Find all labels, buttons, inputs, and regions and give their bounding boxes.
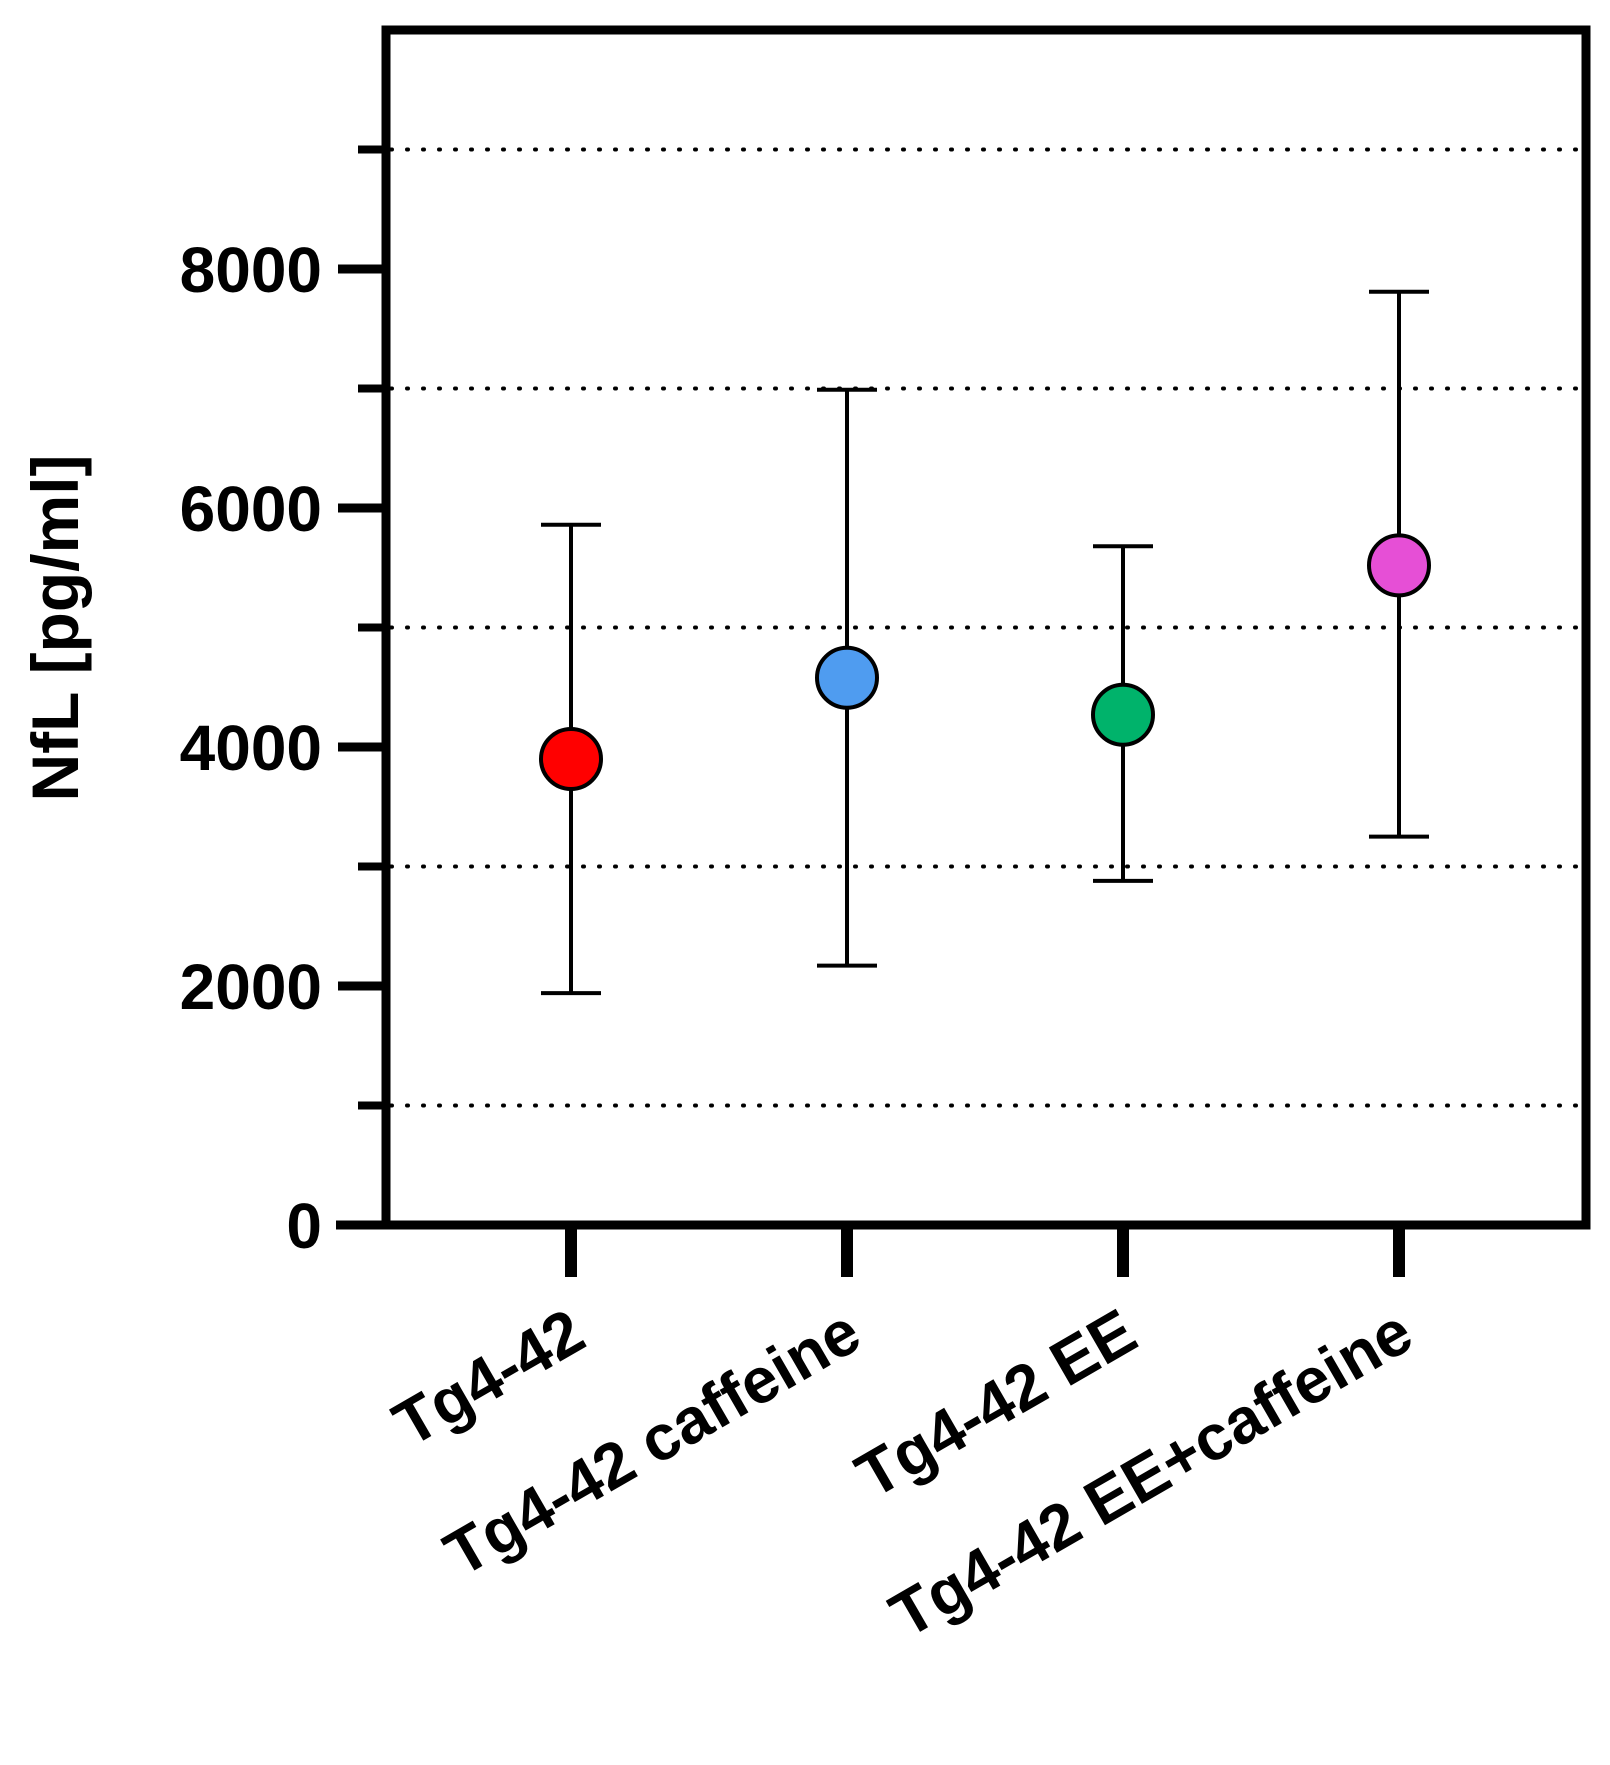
y-tick-label: 2000 <box>180 951 322 1023</box>
y-tick-label: 6000 <box>180 473 322 545</box>
plot-frame <box>381 25 1591 1230</box>
y-tick-label: 4000 <box>180 712 322 784</box>
y-tick-label: 8000 <box>180 234 322 306</box>
x-tick-label: Tg4-42 <box>381 1295 596 1460</box>
error-bars <box>541 289 1429 996</box>
data-points <box>539 533 1431 791</box>
data-point <box>1367 533 1431 598</box>
y-axis-ticks: 0 2000 4000 6000 8000 <box>180 145 386 1262</box>
y-tick-label: 0 <box>286 1190 322 1262</box>
data-point <box>815 645 879 710</box>
gridlines <box>389 147 1583 1108</box>
y-axis-title: NfL [pg/ml] <box>18 454 92 801</box>
x-tick-label: Tg4-42 EE+caffeine <box>878 1295 1424 1652</box>
data-point <box>1091 682 1155 747</box>
data-point <box>539 726 603 791</box>
